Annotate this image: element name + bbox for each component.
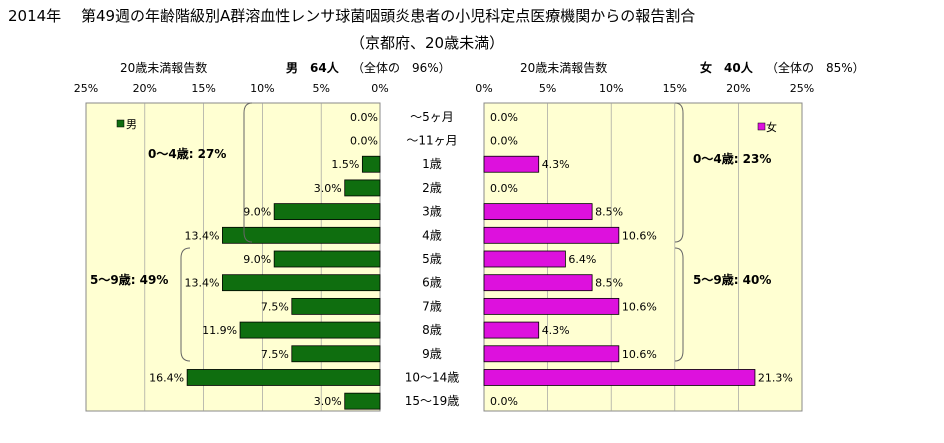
female-tick-label: 10% xyxy=(599,82,623,95)
bars: 0.0% 0.0% 0.0% 0.0% 1.5% 4.3% 3.0% 0.0% 9.0% 8.5%… xyxy=(149,111,793,410)
male-tick-label: 5% xyxy=(312,82,329,95)
male-data-label: 7.5% xyxy=(261,348,289,361)
category-label: 5歳 xyxy=(422,252,442,266)
male-tick-label: 25% xyxy=(74,82,98,95)
male-data-label: 16.4% xyxy=(149,371,184,384)
chart-title: 2014年 第49週の年齢階級別A群溶血性レンサ球菌咽頭炎患者の小児科定点医療機… xyxy=(8,7,695,25)
female-data-label: 10.6% xyxy=(622,229,657,242)
annotation-female-5-9: 5～9歳: 40% xyxy=(693,272,771,287)
male-header-count: 男 64人 xyxy=(286,60,340,75)
bracket-male-5-9 xyxy=(180,247,191,362)
female-bar xyxy=(483,203,593,221)
annotation-male-5-9: 5～9歳: 49% xyxy=(90,272,168,287)
category-label: 9歳 xyxy=(422,347,442,361)
axis-ticks: 25% 20% 15% 10% 5% 0% 0% 5% 10% 15% 20% 25% xyxy=(74,82,814,95)
female-tick-label: 0% xyxy=(475,82,492,95)
category-labels: ～5ヶ月 ～11ヶ月 1歳 2歳 3歳 4歳 5歳 6歳 7歳 8歳 9歳 10～14歳 15～19歳 xyxy=(405,110,460,408)
female-header-sub: 20歳未満報告数 xyxy=(520,60,607,75)
bracket-male-0-4 xyxy=(243,102,253,243)
male-bar xyxy=(291,297,381,315)
male-bar xyxy=(186,369,381,386)
male-data-label: 7.5% xyxy=(261,300,289,313)
male-data-label: 13.4% xyxy=(184,277,219,290)
male-data-label: 11.9% xyxy=(202,324,237,337)
male-bar xyxy=(273,203,381,221)
legend-male-swatch xyxy=(116,119,125,128)
male-data-label: 0.0% xyxy=(350,135,378,148)
female-bar xyxy=(483,226,620,244)
female-data-label: 8.5% xyxy=(595,277,623,290)
category-label: 2歳 xyxy=(422,181,442,195)
female-header-share: （全体の 85%） xyxy=(766,60,865,75)
female-bar xyxy=(483,155,540,173)
male-bar xyxy=(344,179,381,197)
female-data-label: 10.6% xyxy=(622,300,657,313)
female-data-label: 0.0% xyxy=(490,111,518,124)
female-tick-label: 20% xyxy=(726,82,750,95)
category-label: 4歳 xyxy=(422,228,442,242)
female-bar xyxy=(483,250,566,268)
category-label: 15～19歳 xyxy=(405,394,460,408)
male-data-label: 3.0% xyxy=(314,182,342,195)
female-bar xyxy=(483,369,756,386)
female-data-label: 0.0% xyxy=(490,135,518,148)
female-data-label: 21.3% xyxy=(758,371,793,384)
male-data-label: 1.5% xyxy=(331,158,359,171)
female-bar xyxy=(483,274,593,292)
female-bar xyxy=(483,321,540,339)
category-label: 10～14歳 xyxy=(405,370,460,384)
male-data-label: 0.0% xyxy=(350,111,378,124)
female-data-label: 6.4% xyxy=(568,253,596,266)
annotation-female-0-4: 0～4歳: 23% xyxy=(693,151,771,166)
female-data-label: 4.3% xyxy=(542,324,570,337)
category-label: 1歳 xyxy=(422,157,442,171)
male-header-share: （全体の 96%） xyxy=(352,60,451,75)
male-bar xyxy=(291,345,381,363)
male-data-label: 9.0% xyxy=(243,253,271,266)
female-data-label: 4.3% xyxy=(542,158,570,171)
female-data-label: 0.0% xyxy=(490,395,518,408)
legend-female-swatch xyxy=(757,122,766,131)
chart-subtitle: （京都府、20歳未満） xyxy=(350,34,504,52)
bracket-female-0-4 xyxy=(674,102,684,243)
category-label: ～11ヶ月 xyxy=(406,134,457,148)
male-data-label: 13.4% xyxy=(184,229,219,242)
male-bar xyxy=(273,250,381,268)
female-data-label: 8.5% xyxy=(595,206,623,219)
male-bar xyxy=(361,155,381,173)
legend-female-label: 女 xyxy=(766,120,777,134)
category-label: 3歳 xyxy=(422,205,442,219)
male-bar xyxy=(239,321,381,339)
female-data-label: 10.6% xyxy=(622,348,657,361)
female-bar xyxy=(483,297,620,315)
legend-male-label: 男 xyxy=(126,118,137,131)
female-tick-label: 5% xyxy=(539,82,556,95)
female-header-count: 女 40人 xyxy=(700,60,754,75)
male-tick-label: 20% xyxy=(133,82,157,95)
male-header-sub: 20歳未満報告数 xyxy=(120,60,207,75)
male-tick-label: 0% xyxy=(371,82,388,95)
male-tick-label: 10% xyxy=(250,82,274,95)
bracket-female-5-9 xyxy=(674,247,684,362)
male-data-label: 9.0% xyxy=(243,206,271,219)
male-tick-label: 15% xyxy=(191,82,215,95)
category-label: 6歳 xyxy=(422,276,442,290)
male-bar xyxy=(344,392,381,410)
annotation-male-0-4: 0～4歳: 27% xyxy=(148,146,226,161)
female-tick-label: 15% xyxy=(663,82,687,95)
female-tick-label: 25% xyxy=(790,82,814,95)
male-bar xyxy=(222,274,381,292)
male-data-label: 3.0% xyxy=(314,395,342,408)
category-label: ～5ヶ月 xyxy=(410,110,454,124)
category-label: 8歳 xyxy=(422,323,442,337)
male-bar xyxy=(222,226,381,244)
female-data-label: 0.0% xyxy=(490,182,518,195)
female-bar xyxy=(483,345,620,363)
category-label: 7歳 xyxy=(422,299,442,313)
